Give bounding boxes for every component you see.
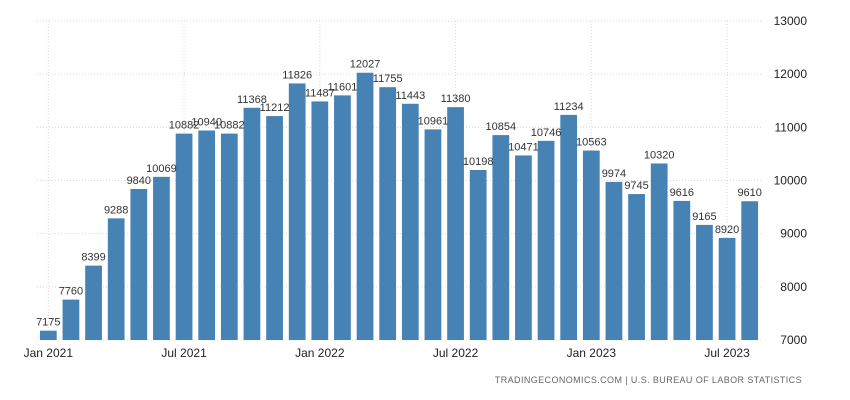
source-credit: TRADINGECONOMICS.COM | U.S. BUREAU OF LA…	[494, 375, 802, 385]
data-label: 11212	[260, 102, 290, 114]
data-label: 9610	[737, 187, 761, 199]
bar	[424, 129, 442, 340]
bar	[198, 130, 216, 340]
data-label: 9745	[624, 180, 648, 192]
x-tick-label: Jan 2022	[295, 346, 345, 360]
bar	[605, 181, 623, 340]
x-axis-ticks: Jan 2021 Jul 2021 Jan 2022 Jul 2022 Jan 2023…	[24, 346, 750, 360]
bar	[401, 103, 419, 340]
data-label: 7760	[59, 286, 83, 298]
data-label: 9974	[602, 168, 626, 180]
data-label: 12027	[350, 59, 381, 71]
y-tick-label: 12000	[774, 67, 808, 81]
data-label: 9288	[104, 204, 128, 216]
bar	[582, 150, 600, 340]
bar	[628, 194, 645, 340]
x-tick-label: Jul 2023	[704, 346, 750, 360]
data-label: 8920	[715, 224, 739, 236]
y-tick-label: 13000	[774, 14, 808, 28]
data-label: 10320	[644, 149, 675, 161]
data-label: 10854	[486, 121, 517, 133]
y-tick-label: 10000	[774, 174, 808, 188]
data-label: 9840	[127, 175, 151, 187]
bars	[39, 72, 759, 341]
data-label: 10471	[508, 141, 539, 153]
x-tick-label: Jul 2022	[433, 346, 479, 360]
bar	[130, 189, 148, 340]
data-label: 11380	[441, 93, 471, 105]
data-label: 9165	[692, 211, 716, 223]
data-label: 10882	[169, 120, 200, 132]
data-label: 11755	[373, 73, 403, 85]
bar	[107, 218, 125, 340]
bar	[696, 224, 713, 340]
x-tick-label: Jul 2021	[161, 346, 207, 360]
bar	[39, 330, 57, 340]
bar	[469, 169, 487, 340]
bar	[379, 87, 397, 340]
bar	[288, 83, 306, 340]
x-tick-label: Jan 2023	[567, 346, 617, 360]
bar	[334, 95, 351, 341]
y-tick-label: 11000	[775, 120, 808, 134]
data-label: 10882	[214, 120, 245, 132]
bar	[62, 299, 80, 340]
bar	[356, 72, 374, 340]
y-tick-label: 8000	[780, 280, 807, 294]
bar	[515, 155, 532, 340]
data-label: 10746	[531, 127, 562, 139]
data-label: 10198	[463, 156, 494, 168]
data-label: 9616	[670, 187, 694, 199]
bar	[266, 116, 283, 340]
bar	[153, 176, 170, 340]
data-label: 11443	[395, 90, 425, 102]
bar	[718, 237, 736, 340]
bar	[85, 265, 102, 340]
bar	[447, 107, 464, 340]
data-label: 11234	[554, 101, 584, 113]
data-label: 11601	[328, 81, 358, 93]
bar	[537, 140, 555, 340]
bar	[741, 201, 759, 340]
y-tick-label: 9000	[780, 227, 807, 241]
data-label: 10563	[576, 137, 607, 149]
bar	[311, 101, 329, 341]
y-tick-label: 7000	[780, 333, 807, 347]
bar	[673, 200, 691, 340]
data-label: 11487	[305, 87, 335, 99]
data-label: 10069	[146, 163, 177, 175]
bar	[175, 133, 193, 340]
bar	[220, 133, 238, 340]
bar	[492, 135, 510, 340]
data-label: 7175	[36, 317, 60, 329]
data-label: 11826	[282, 69, 312, 81]
y-axis-ticks: 7000 8000 9000 10000 11000 12000 13000	[774, 14, 808, 347]
bar	[243, 107, 261, 340]
data-label: 8399	[81, 252, 105, 264]
data-label: 10961	[418, 115, 449, 127]
x-tick-label: Jan 2021	[24, 346, 74, 360]
bar	[650, 163, 668, 340]
data-label: 10940	[191, 117, 222, 129]
bar	[560, 114, 578, 340]
data-label: 11368	[237, 94, 267, 106]
